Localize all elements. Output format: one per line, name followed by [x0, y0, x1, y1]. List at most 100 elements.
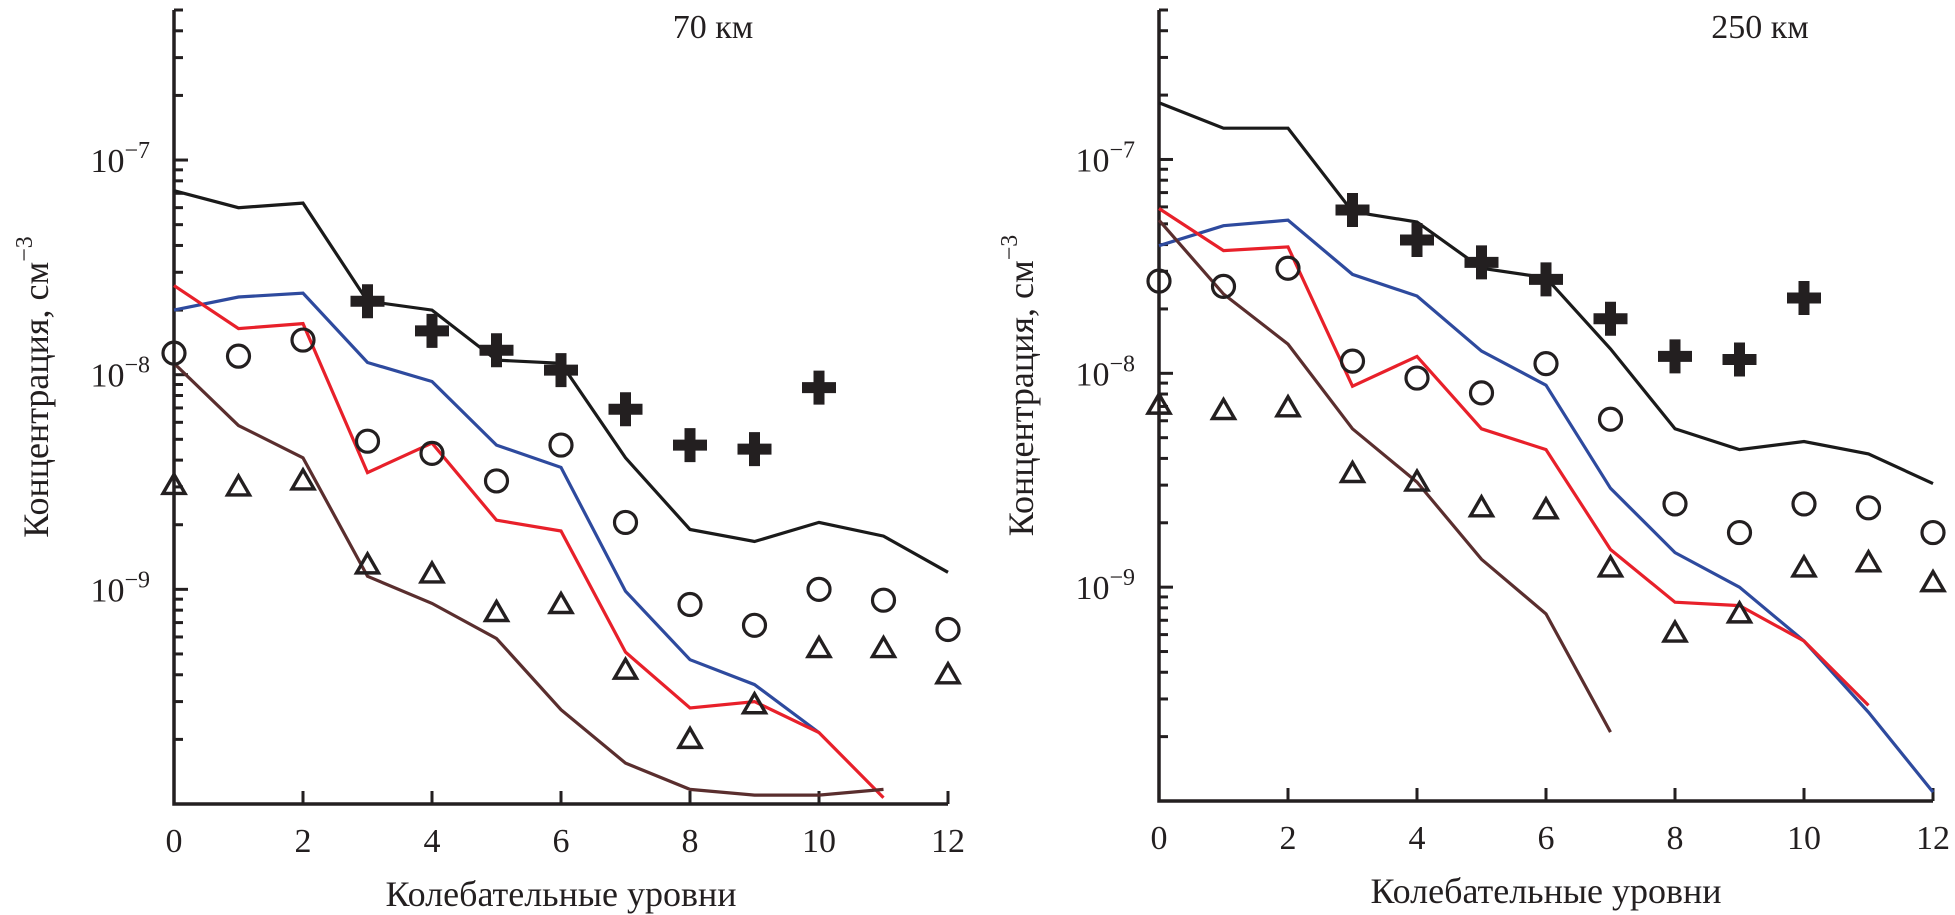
x-tick-label: 12 — [1916, 820, 1950, 857]
y-tick-exponent: −9 — [1109, 565, 1135, 591]
triangle-marker — [1532, 495, 1560, 520]
circle-marker — [1404, 365, 1430, 391]
series-line-brown — [172, 362, 884, 797]
circle-marker — [290, 327, 316, 353]
x-tick-label: 6 — [1538, 820, 1555, 857]
series-line-line-brown — [172, 362, 884, 797]
plus-marker — [350, 284, 385, 319]
triangle-marker — [289, 466, 317, 491]
x-tick-label: 2 — [1280, 820, 1297, 857]
circle-marker — [1210, 273, 1237, 299]
y-axis-title-text: Концентрация, см — [16, 262, 56, 538]
plus-marker — [1529, 262, 1563, 297]
circle-marker — [1468, 380, 1495, 406]
triangle-marker — [224, 472, 253, 497]
circle-marker — [612, 509, 639, 536]
series-line-red — [173, 284, 885, 799]
series-line-line-red — [173, 284, 885, 799]
triangle-marker — [1274, 393, 1302, 418]
axes-frame — [172, 10, 948, 806]
series-line-brown — [1157, 219, 1612, 733]
circle-marker — [1533, 351, 1559, 377]
y-tick-label: 10−7 — [90, 138, 150, 180]
y-tick-mantissa: 10 — [90, 143, 124, 180]
series-line-line-blue — [1158, 218, 1935, 794]
triangle-marker — [934, 660, 962, 685]
y-tick-mantissa: 10 — [90, 358, 124, 395]
circle-marker — [1146, 268, 1172, 294]
triangle-marker — [1790, 553, 1818, 578]
series-line-line-blue — [173, 291, 820, 734]
triangle-marker — [1467, 493, 1496, 518]
y-tick-exponent: −7 — [1109, 137, 1135, 163]
x-tick-label: 6 — [553, 823, 570, 860]
circle-marker — [548, 432, 574, 458]
y-tick-exponent: −7 — [124, 138, 150, 164]
circle-marker — [483, 468, 510, 494]
y-tick-label: 10−9 — [90, 567, 150, 609]
plus-marker — [1787, 281, 1821, 316]
series-line-line-red — [1158, 207, 1870, 707]
circle-marker — [419, 440, 445, 466]
circle-marker — [1855, 495, 1882, 521]
x-tick-label: 2 — [295, 823, 312, 860]
circle-marker — [935, 616, 961, 643]
series-line-red — [1158, 207, 1870, 707]
x-tick-label: 12 — [931, 823, 965, 860]
x-tick-label: 0 — [1151, 820, 1168, 857]
triangle-marker — [1145, 390, 1173, 415]
x-tick-label: 10 — [802, 823, 836, 860]
y-axis-title-text: Концентрация, см — [1001, 260, 1041, 536]
circle-marker — [1791, 491, 1817, 517]
x-tick-label: 4 — [1409, 820, 1426, 857]
series-line-blue — [1158, 218, 1935, 794]
y-tick-mantissa: 10 — [1075, 142, 1109, 179]
circle-marker — [741, 612, 768, 638]
plus-marker — [1464, 245, 1499, 280]
circle-marker — [1726, 519, 1753, 546]
triangle-marker — [1854, 548, 1883, 573]
circle-marker — [161, 340, 187, 366]
plus-marker — [673, 428, 707, 463]
y-tick-label: 10−8 — [90, 353, 150, 395]
triangle-marker — [1209, 396, 1238, 421]
triangle-marker — [869, 634, 898, 659]
y-tick-mantissa: 10 — [1075, 356, 1109, 393]
triangle-marker — [1661, 618, 1689, 643]
panel-title: 70 км — [673, 9, 754, 46]
series-circle-markers — [1146, 255, 1946, 546]
y-tick-label: 10−7 — [1075, 137, 1135, 179]
triangle-marker — [1725, 599, 1754, 624]
series-triangle-markers — [160, 466, 962, 750]
series-triangle-markers — [1145, 390, 1947, 643]
triangle-marker — [353, 550, 382, 575]
triangle-marker — [805, 634, 833, 659]
circle-marker — [1339, 348, 1366, 374]
x-tick-label: 0 — [166, 823, 183, 860]
triangle-marker — [611, 655, 640, 680]
y-tick-label: 10−8 — [1075, 351, 1135, 393]
plus-marker — [608, 392, 643, 427]
y-tick-mantissa: 10 — [1075, 570, 1109, 607]
plus-marker — [1400, 223, 1434, 258]
triangle-marker — [1338, 459, 1367, 484]
series-circle-markers — [161, 327, 961, 643]
plus-marker — [1593, 301, 1628, 336]
plus-marker — [1335, 193, 1370, 228]
panel-title: 250 км — [1711, 9, 1809, 46]
series-line-line-brown — [1157, 219, 1612, 733]
plus-marker — [737, 432, 772, 467]
plus-marker — [544, 353, 578, 388]
triangle-marker — [547, 590, 575, 615]
circle-marker — [806, 576, 832, 602]
x-tick-label: 8 — [1667, 820, 1684, 857]
triangle-marker — [1919, 568, 1947, 593]
x-axis-title: Колебательные уровни — [385, 874, 736, 914]
circle-marker — [1662, 491, 1688, 517]
y-tick-mantissa: 10 — [90, 572, 124, 609]
circle-marker — [1275, 255, 1301, 281]
y-tick-exponent: −9 — [124, 567, 150, 593]
